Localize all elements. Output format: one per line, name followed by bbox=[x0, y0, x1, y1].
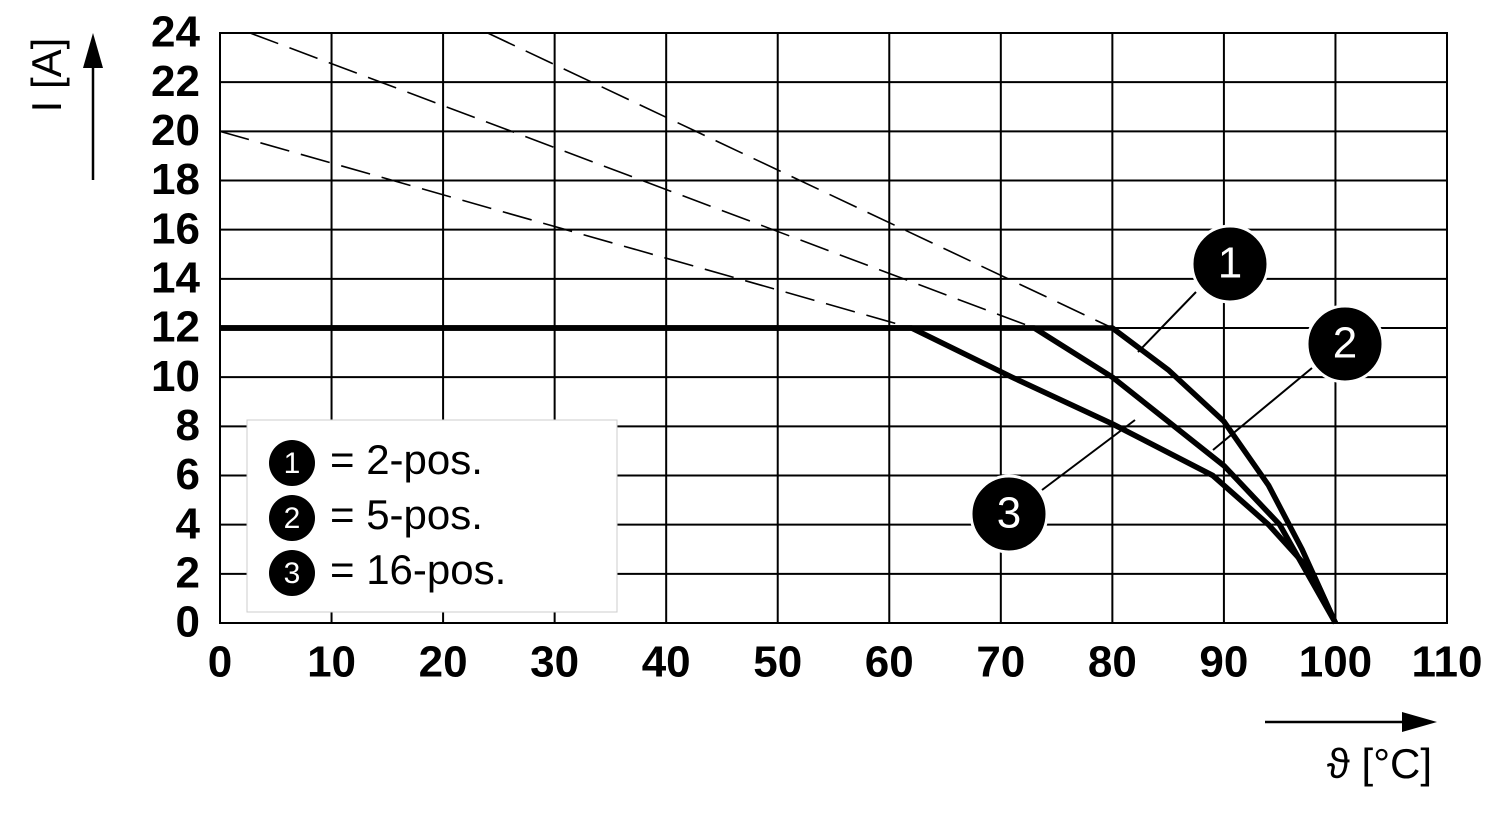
y-tick-label: 18 bbox=[151, 155, 200, 204]
x-tick-label: 60 bbox=[865, 638, 914, 687]
legend-text: = 5-pos. bbox=[330, 491, 483, 538]
leader-line bbox=[1212, 367, 1313, 451]
y-tick-label: 14 bbox=[151, 253, 200, 302]
callout-label: 2 bbox=[1333, 319, 1357, 368]
lines bbox=[219, 32, 1338, 625]
y-tick-label: 20 bbox=[151, 106, 200, 155]
x-tick-label: 10 bbox=[307, 638, 356, 687]
callout-circle bbox=[969, 474, 1049, 554]
legend-marker bbox=[269, 550, 315, 596]
y-tick-label: 6 bbox=[176, 450, 200, 499]
callout-label: 1 bbox=[1218, 239, 1242, 288]
legend-marker-label: 3 bbox=[284, 557, 301, 590]
x-tick-label: 110 bbox=[1412, 638, 1483, 687]
x-tick-label: 80 bbox=[1088, 638, 1137, 687]
dashed-line bbox=[219, 130, 912, 329]
x-tick-label: 50 bbox=[753, 638, 802, 687]
legend-marker-label: 1 bbox=[284, 447, 301, 480]
x-axis-label: ϑ [°C] bbox=[1327, 740, 1432, 787]
dashed-line bbox=[249, 32, 1035, 329]
legend-text: = 16-pos. bbox=[330, 546, 506, 593]
leader-line bbox=[1041, 419, 1136, 491]
y-tick-label: 12 bbox=[151, 303, 200, 352]
dashed-line bbox=[487, 32, 1113, 329]
legend: 1 = 2-pos. 2 = 5-pos. 3 = 16-pos. bbox=[246, 419, 618, 613]
derating-curve bbox=[220, 325, 1338, 625]
y-tick-label: 22 bbox=[151, 57, 200, 106]
y-arrow-head bbox=[83, 33, 103, 68]
x-tick-label: 100 bbox=[1299, 638, 1372, 687]
callout-circle bbox=[1305, 304, 1385, 384]
x-arrow-head bbox=[1402, 712, 1437, 732]
derating-curve bbox=[220, 325, 1338, 625]
legend-text: = 2-pos. bbox=[330, 436, 483, 483]
y-axis-label: I [A] bbox=[23, 38, 70, 113]
y-tick-label: 24 bbox=[151, 8, 200, 57]
y-tick-label: 0 bbox=[176, 598, 200, 647]
x-tick-label: 0 bbox=[208, 638, 232, 687]
x-tick-label: 40 bbox=[642, 638, 691, 687]
legend-marker-label: 2 bbox=[284, 502, 301, 535]
y-tick-label: 4 bbox=[176, 499, 201, 548]
axis-arrows bbox=[83, 33, 1437, 732]
x-tick-label: 20 bbox=[419, 638, 468, 687]
x-tick-label: 90 bbox=[1199, 638, 1248, 687]
legend-marker bbox=[269, 495, 315, 541]
x-tick-label: 30 bbox=[530, 638, 579, 687]
y-tick-label: 8 bbox=[176, 401, 200, 450]
y-tick-label: 2 bbox=[176, 548, 200, 597]
leader-line bbox=[1137, 291, 1197, 353]
x-tick-label: 70 bbox=[976, 638, 1025, 687]
callouts: 1 2 3 bbox=[969, 224, 1385, 554]
y-tick-label: 10 bbox=[151, 352, 200, 401]
callout-circle bbox=[1190, 224, 1270, 304]
legend-marker bbox=[269, 440, 315, 486]
callout-label: 3 bbox=[997, 489, 1021, 538]
y-tick-label: 16 bbox=[151, 204, 200, 253]
